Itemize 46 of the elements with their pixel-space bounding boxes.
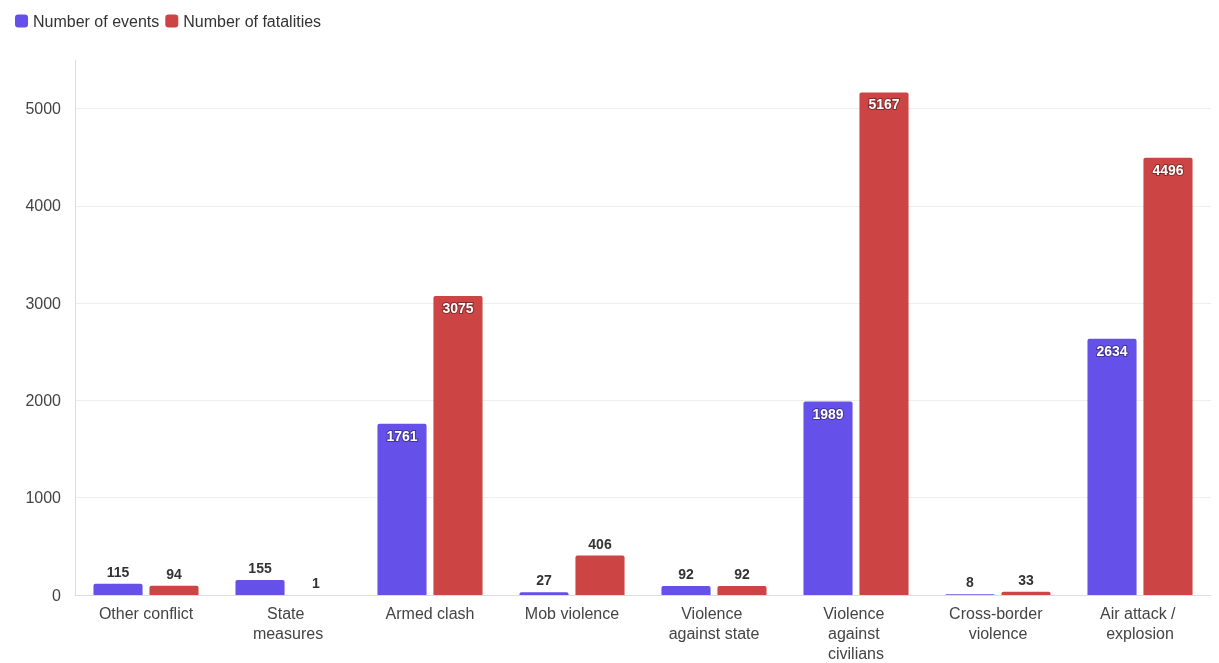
x-tick-label: State measures xyxy=(252,604,324,642)
y-tick-label: 1000 xyxy=(25,489,62,507)
bar xyxy=(93,583,143,595)
bar xyxy=(1143,157,1193,595)
bar xyxy=(803,401,853,595)
data-label: 92 xyxy=(678,566,695,583)
x-tick-label: Armed clash xyxy=(385,604,475,622)
bar xyxy=(235,579,285,595)
data-label: 33 xyxy=(1018,571,1034,588)
data-label: 3075 xyxy=(442,299,474,316)
bar xyxy=(1001,591,1051,595)
bar xyxy=(661,586,711,595)
data-label: 2634 xyxy=(1096,342,1128,359)
bar xyxy=(377,423,427,595)
bar xyxy=(149,585,199,595)
x-tick-label: Air attack / explosion xyxy=(1099,604,1181,642)
data-label: 94 xyxy=(166,565,182,582)
data-label: 1989 xyxy=(812,405,844,422)
x-tick-label: Violence against state xyxy=(668,604,760,642)
bar xyxy=(1087,338,1137,595)
bar xyxy=(575,555,625,595)
legend-label: Number of events xyxy=(33,12,160,30)
data-label: 115 xyxy=(106,563,130,580)
y-tick-label: 5000 xyxy=(25,100,62,118)
y-tick-label: 4000 xyxy=(25,197,62,215)
y-tick-label: 3000 xyxy=(25,294,62,312)
data-label: 8 xyxy=(966,574,975,591)
bar xyxy=(433,295,483,595)
bar xyxy=(717,586,767,595)
data-label: 5167 xyxy=(868,96,900,113)
data-label: 1 xyxy=(312,574,321,591)
y-tick-label: 2000 xyxy=(25,391,62,409)
data-label: 155 xyxy=(248,559,272,576)
y-tick-label: 0 xyxy=(52,586,62,604)
x-tick-label: Cross-border violence xyxy=(949,604,1047,642)
data-label: 92 xyxy=(734,566,750,583)
bar xyxy=(859,92,909,595)
data-label: 27 xyxy=(536,572,553,589)
bar xyxy=(519,592,569,595)
x-tick-label: Other conflict xyxy=(98,604,194,622)
data-label: 406 xyxy=(588,535,612,552)
data-label: 1761 xyxy=(386,427,418,444)
x-tick-label: Violence against civilians xyxy=(823,604,889,662)
legend-label: Number of fatalities xyxy=(183,12,322,30)
data-label: 4496 xyxy=(1152,161,1184,178)
x-tick-label: Mob violence xyxy=(524,604,620,622)
